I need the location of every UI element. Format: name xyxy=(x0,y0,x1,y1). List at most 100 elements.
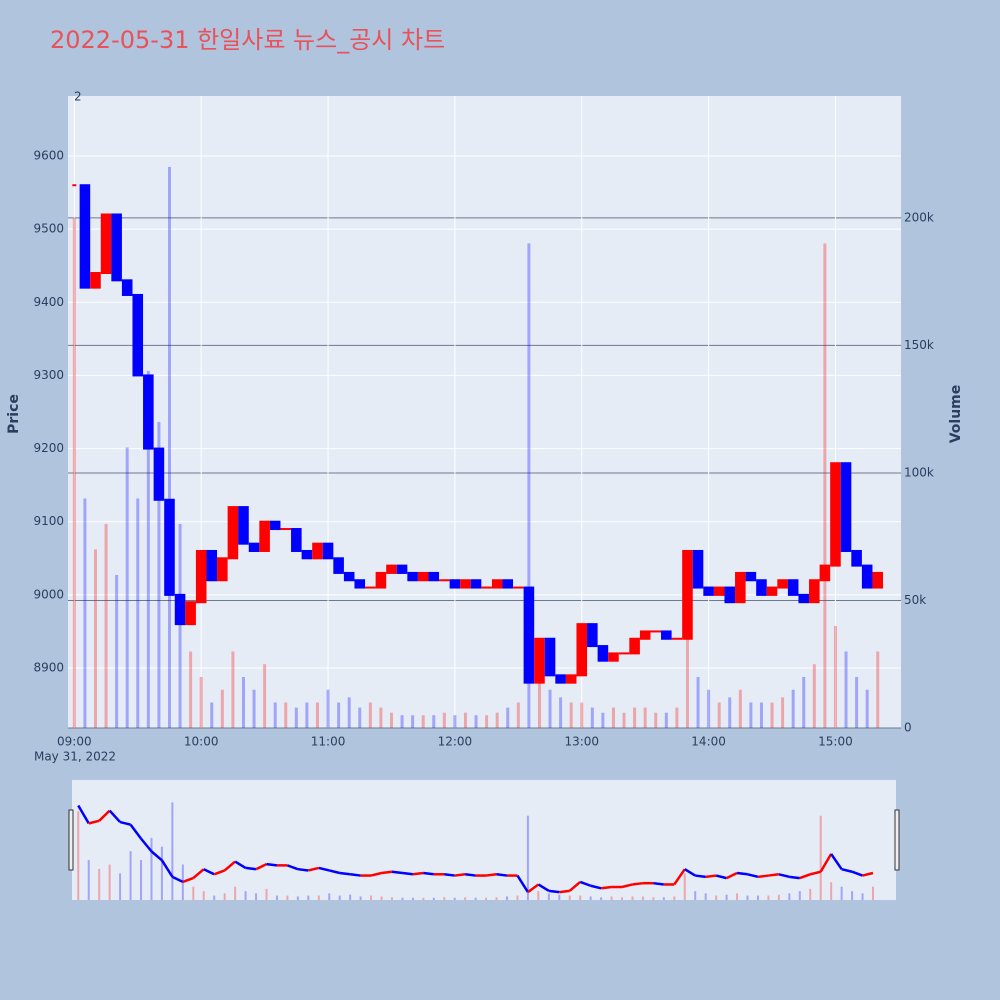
mini-volume-bar xyxy=(694,891,697,900)
range-handle[interactable] xyxy=(68,809,74,871)
mini-price-segment xyxy=(621,883,633,889)
mini-price-segment xyxy=(308,866,320,872)
volume-bar xyxy=(83,498,87,728)
mini-price-segment xyxy=(673,868,686,886)
candle xyxy=(185,601,196,626)
candle xyxy=(618,652,630,655)
volume-bar xyxy=(210,702,214,728)
candle xyxy=(386,564,397,574)
volume-bar xyxy=(876,651,880,728)
candle xyxy=(90,272,101,289)
mini-volume-bar xyxy=(830,882,833,900)
mini-volume-bar xyxy=(736,893,739,900)
candle xyxy=(587,623,598,648)
mini-price-segment xyxy=(579,880,592,887)
mini-volume-bar xyxy=(202,891,205,900)
volume-bar xyxy=(157,421,161,728)
volume-bar xyxy=(770,702,774,728)
candle xyxy=(396,564,408,574)
x-tick-label: 12:00 xyxy=(438,735,473,749)
volume-bar xyxy=(358,707,362,728)
mini-price-segment xyxy=(286,864,299,871)
volume-bar xyxy=(72,217,76,728)
volume-bar xyxy=(379,707,383,728)
volume-bar xyxy=(738,689,742,728)
candle xyxy=(365,586,376,589)
candle xyxy=(544,637,556,677)
candle xyxy=(555,674,566,684)
annotation: 2 xyxy=(74,90,82,104)
volume-bar xyxy=(781,697,785,728)
mini-price-segment xyxy=(150,850,163,862)
mini-volume-bar xyxy=(380,896,383,900)
candle xyxy=(745,571,757,582)
mini-price-segment xyxy=(182,876,194,884)
mini-volume-bar xyxy=(401,897,404,900)
mini-volume-bar xyxy=(150,837,153,900)
mini-price-segment xyxy=(129,823,143,840)
volume-bar xyxy=(294,707,298,728)
mini-volume-bar xyxy=(453,897,456,900)
candle xyxy=(861,564,873,589)
volume-bar xyxy=(664,712,668,728)
mini-volume-bar xyxy=(819,815,822,900)
volume-bar xyxy=(241,676,245,728)
candle xyxy=(121,279,133,296)
mini-price-segment xyxy=(328,869,340,875)
candle xyxy=(312,542,323,560)
y-tick-label: 9500 xyxy=(33,222,64,236)
candle xyxy=(692,549,704,589)
volume-bar xyxy=(590,707,594,728)
mini-volume-bar xyxy=(485,897,488,900)
candle xyxy=(787,579,799,596)
candle xyxy=(470,579,482,589)
candle xyxy=(132,293,144,377)
volume-bar xyxy=(759,702,763,728)
mini-price-segment xyxy=(600,885,612,890)
y-tick-label: 9400 xyxy=(33,295,64,309)
mini-price-segment xyxy=(402,871,414,876)
mini-volume-bar xyxy=(108,864,111,900)
x-tick-label: 10:00 xyxy=(184,735,219,749)
mini-price-segment xyxy=(851,870,863,877)
mini-volume-bar xyxy=(432,897,435,900)
candle xyxy=(819,564,831,582)
mini-volume-bar xyxy=(286,895,289,900)
mini-price-segment xyxy=(705,874,717,879)
mini-price-segment xyxy=(485,873,497,877)
range-handle[interactable] xyxy=(894,809,900,871)
y2-tick-label: 200k xyxy=(904,210,934,224)
volume-bar xyxy=(347,697,351,728)
candle xyxy=(164,498,175,596)
mini-volume-bar xyxy=(171,802,174,900)
candle xyxy=(375,571,387,589)
volume-bar xyxy=(527,243,531,729)
volume-bar xyxy=(622,712,626,728)
range-slider[interactable] xyxy=(72,780,896,900)
mini-price-segment xyxy=(245,866,257,871)
volume-bar xyxy=(728,697,732,728)
mini-price-segment xyxy=(809,870,822,876)
candle xyxy=(79,184,91,289)
volume-bar xyxy=(569,702,573,728)
mini-price-segment xyxy=(171,875,184,884)
volume-bar xyxy=(411,715,415,728)
mini-volume-bar xyxy=(192,886,195,900)
mini-price-segment xyxy=(391,870,403,875)
mini-volume-bar xyxy=(443,897,446,900)
volume-bar xyxy=(633,707,637,728)
volume-bar xyxy=(189,651,193,728)
candle xyxy=(259,520,270,552)
volume-bar xyxy=(463,712,467,728)
candle xyxy=(291,528,302,552)
mini-volume-bar xyxy=(422,897,425,900)
mini-volume-bar xyxy=(798,891,801,900)
candle xyxy=(565,674,577,684)
mini-price-segment xyxy=(266,862,278,867)
y-tick-label: 9100 xyxy=(33,514,64,528)
candle xyxy=(682,549,693,640)
mini-price-segment xyxy=(203,868,215,876)
candle xyxy=(481,586,492,589)
candle xyxy=(491,579,503,589)
mini-price-segment xyxy=(255,862,268,871)
